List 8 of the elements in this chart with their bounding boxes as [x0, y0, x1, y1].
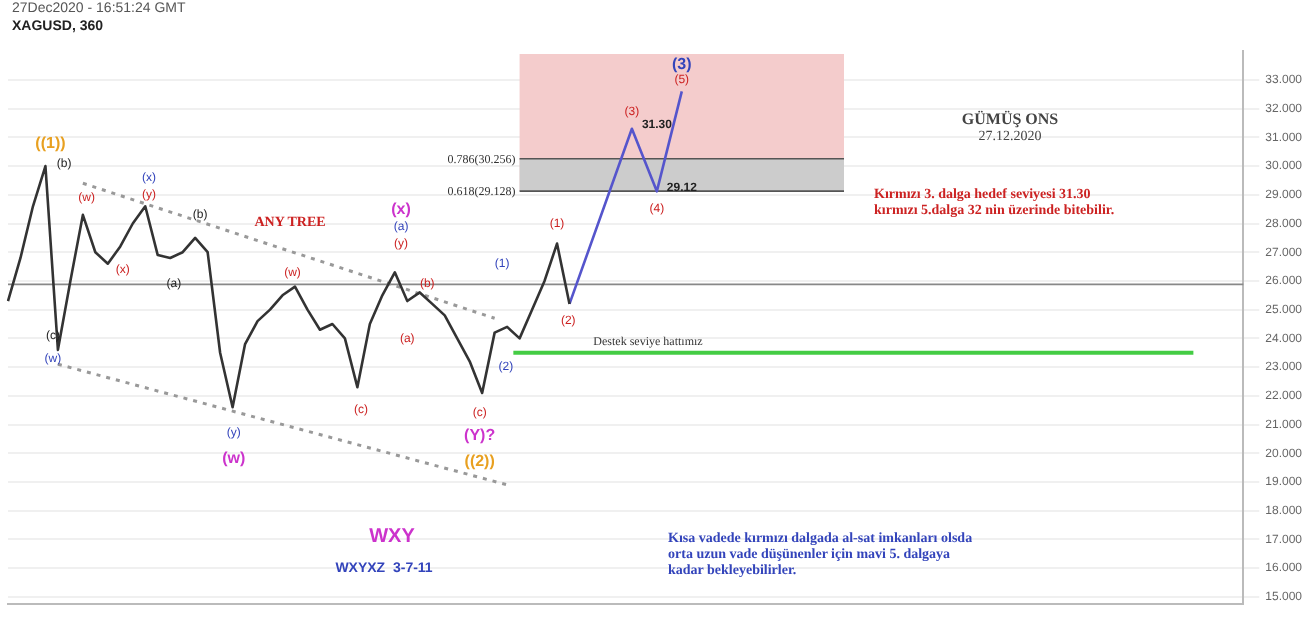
annotation: ((2)) — [464, 452, 496, 471]
annotation: WXY — [369, 525, 416, 548]
annotation: (w) — [222, 449, 247, 468]
annotation: (Y)? — [464, 426, 496, 445]
annotation: (x) — [391, 199, 412, 218]
annotation: ((1)) — [35, 133, 67, 152]
annotation: (3) — [672, 54, 693, 73]
annotation: GÜMÜŞ ONS — [961, 110, 1060, 129]
